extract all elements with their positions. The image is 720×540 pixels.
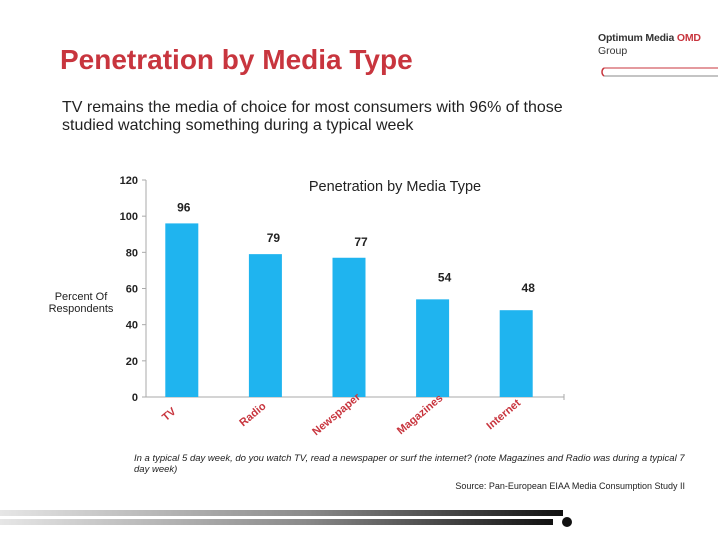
source-note: Source: Pan-European EIAA Media Consumpt… bbox=[455, 481, 685, 491]
brand-name: Optimum Media OMD bbox=[598, 32, 708, 44]
bar-radio bbox=[248, 254, 282, 397]
data-label-radio: 79 bbox=[267, 231, 281, 245]
bottom-decoration bbox=[0, 510, 572, 527]
y-tick-label: 80 bbox=[126, 247, 138, 259]
y-tick-label: 40 bbox=[126, 320, 138, 332]
y-tick-label: 120 bbox=[120, 175, 138, 187]
brand-group: Group bbox=[598, 45, 628, 57]
bar-newspaper bbox=[332, 257, 366, 397]
x-tick-label-internet: Internet bbox=[484, 397, 523, 432]
subtitle: TV remains the media of choice for most … bbox=[62, 99, 563, 134]
bar-internet bbox=[499, 310, 533, 397]
data-label-tv: 96 bbox=[177, 200, 191, 214]
y-tick-label: 20 bbox=[126, 356, 138, 368]
bar-tv bbox=[165, 223, 199, 397]
brand-name-accent: OMD bbox=[676, 32, 701, 44]
slide-title: Penetration by Media Type bbox=[60, 44, 413, 75]
brand-name-main: Optimum Media bbox=[598, 32, 677, 44]
bar-chart: Penetration by Media Type 0 20 40 60 80 100 120… bbox=[120, 175, 565, 438]
y-tick-label: 100 bbox=[120, 211, 138, 223]
x-tick-label-radio: Radio bbox=[237, 400, 268, 429]
y-tick-label: 0 bbox=[132, 392, 138, 404]
x-tick-label-tv: TV bbox=[160, 405, 179, 424]
chart-title: Penetration by Media Type bbox=[309, 179, 481, 195]
y-tick-label: 60 bbox=[126, 284, 138, 296]
footnote: In a typical 5 day week, do you watch TV… bbox=[134, 453, 685, 475]
data-label-internet: 48 bbox=[522, 281, 536, 295]
x-tick-label-magazines: Magazines bbox=[395, 392, 445, 437]
x-tick-label-newspaper: Newspaper bbox=[310, 391, 363, 438]
brand-rule bbox=[601, 67, 718, 77]
brand-logo: Optimum Media OMD Group bbox=[598, 32, 708, 57]
data-label-newspaper: 77 bbox=[354, 235, 368, 249]
data-label-magazines: 54 bbox=[438, 270, 452, 284]
bar-magazines bbox=[416, 299, 450, 397]
y-axis-label: Percent Of Respondents bbox=[48, 291, 114, 315]
